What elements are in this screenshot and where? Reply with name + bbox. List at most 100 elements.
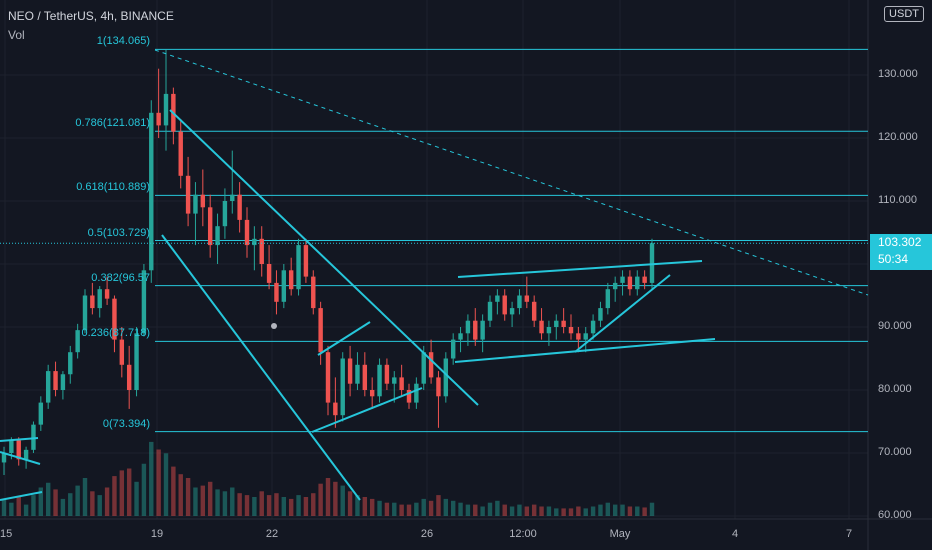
candle-body xyxy=(259,238,264,264)
volume-bar xyxy=(45,482,51,516)
currency-button[interactable]: USDT xyxy=(884,6,924,22)
time-tick-label: 4 xyxy=(731,528,739,540)
candle-body xyxy=(207,207,213,246)
volume-bar xyxy=(406,504,412,516)
candle-body xyxy=(568,327,574,334)
volume-bar xyxy=(392,502,397,516)
candle-body xyxy=(635,276,640,290)
candle-body xyxy=(104,289,110,299)
volume-bar xyxy=(414,502,419,516)
candle-body xyxy=(75,330,80,353)
volume-bar xyxy=(576,506,581,516)
candle-body xyxy=(1,453,7,463)
candle-body xyxy=(97,289,102,309)
volume-bar xyxy=(82,478,88,516)
volume-bar xyxy=(318,483,323,516)
volume-bar xyxy=(546,506,552,516)
price-tick-label: 130.000 xyxy=(878,68,918,80)
volume-bar xyxy=(627,506,633,516)
candle-body xyxy=(38,402,44,425)
candle-body xyxy=(274,282,279,302)
candle-body xyxy=(531,301,537,321)
volume-bar xyxy=(347,491,353,516)
time-tick-label: 15 xyxy=(0,528,13,540)
time-tick-label: May xyxy=(609,528,631,540)
volume-bar xyxy=(399,504,404,516)
candle-body xyxy=(362,364,368,390)
volume-bar xyxy=(598,504,603,516)
volume-bar xyxy=(274,493,279,516)
volume-bar xyxy=(333,481,338,516)
candle-body xyxy=(193,194,198,214)
candle-body xyxy=(583,333,588,340)
volume-bar xyxy=(635,506,640,516)
candle-body xyxy=(399,377,404,390)
candle-body xyxy=(112,298,117,340)
price-tick-label: 120.000 xyxy=(878,131,918,143)
candle-body xyxy=(612,282,618,290)
symbol-title[interactable]: NEO / TetherUS, 4h, BINANCE xyxy=(8,9,174,23)
volume-indicator-label[interactable]: Vol xyxy=(8,28,25,42)
candle-body xyxy=(554,320,559,327)
candle-body xyxy=(495,295,500,302)
fib-level-label: 0.786(121.081) xyxy=(75,117,150,130)
volume-bar xyxy=(104,487,110,516)
volume-bar xyxy=(524,506,530,516)
chart-header: NEO / TetherUS, 4h, BINANCE Vol xyxy=(8,8,174,43)
candle-body xyxy=(627,276,633,290)
candle-body xyxy=(318,308,323,353)
candle-body xyxy=(436,377,441,397)
volume-bar xyxy=(384,502,390,516)
volume-bar xyxy=(230,487,235,516)
volume-bar xyxy=(237,493,242,516)
volume-bar xyxy=(362,497,368,516)
volume-bar xyxy=(1,498,7,516)
candle-body xyxy=(590,320,596,334)
volume-bar xyxy=(193,487,198,516)
volume-bar xyxy=(325,478,331,516)
volume-bar xyxy=(531,504,537,516)
volume-bar xyxy=(259,491,264,516)
candle-body xyxy=(149,112,154,271)
candle-body xyxy=(576,333,581,340)
candle-body xyxy=(68,352,73,375)
volume-bar xyxy=(473,504,478,516)
candle-body xyxy=(473,320,478,340)
volume-bar xyxy=(377,500,382,516)
candle-body xyxy=(222,201,228,227)
volume-bar xyxy=(458,502,463,516)
volume-bar xyxy=(605,502,611,516)
volume-bar xyxy=(620,504,625,516)
volume-bar xyxy=(207,481,213,516)
volume-bar xyxy=(126,468,132,516)
candle-body xyxy=(458,333,463,340)
candle-body xyxy=(561,320,566,327)
volume-bar xyxy=(539,506,544,516)
trendline-drawings[interactable] xyxy=(0,49,869,501)
price-tick-label: 60.000 xyxy=(878,509,912,521)
candle-body xyxy=(163,93,169,126)
candle-body xyxy=(45,371,51,403)
candle-body xyxy=(598,308,603,321)
candle-body xyxy=(443,358,449,397)
volume-bar xyxy=(119,470,125,516)
candle-body xyxy=(539,320,544,334)
candle-body xyxy=(605,289,611,309)
candle-body xyxy=(487,301,493,321)
volume-bar xyxy=(97,495,102,516)
volume-bar xyxy=(340,485,345,516)
volume-bar xyxy=(38,487,44,516)
volume-bar xyxy=(509,506,515,516)
candle-body xyxy=(237,194,242,220)
candle-body xyxy=(465,320,471,334)
downtrend-channel-upper xyxy=(169,109,479,406)
volume-bar xyxy=(68,493,73,516)
volume-bar xyxy=(465,504,471,516)
fib-level-label: 0.236(87.718) xyxy=(81,327,151,340)
candle-body xyxy=(215,226,220,246)
fibonacci-retracement[interactable] xyxy=(155,48,868,433)
candle-body xyxy=(377,364,382,397)
candle-body xyxy=(392,377,397,384)
